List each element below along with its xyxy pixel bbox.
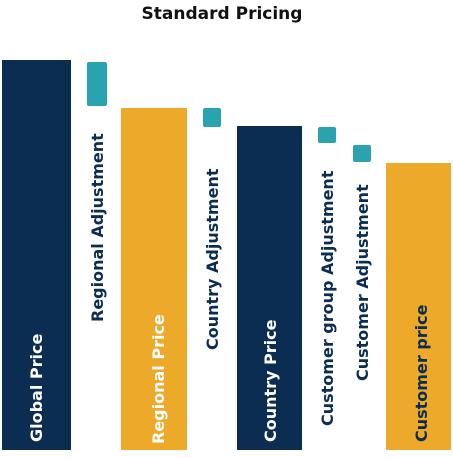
- global-price-bar: [2, 60, 71, 450]
- step-label: Country Adjustment: [203, 168, 222, 350]
- step-label: Customer group Adjustment: [318, 170, 337, 426]
- step-label: Regional Price: [149, 314, 168, 444]
- customer-adjustment-bar: [353, 145, 371, 162]
- country-adjustment-bar: [203, 108, 221, 127]
- regional-price-bar: [121, 108, 187, 450]
- country-price-bar: [237, 126, 302, 450]
- step-label: Customer Adjustment: [353, 184, 372, 381]
- step-label: Customer price: [412, 304, 431, 442]
- step-label: Regional Adjustment: [88, 133, 107, 322]
- regional-adjustment-bar: [87, 62, 107, 106]
- title: Standard Pricing: [142, 4, 303, 24]
- customer-price-bar: [386, 163, 451, 450]
- step-label: Global Price: [27, 334, 46, 443]
- step-label: Country Price: [261, 319, 280, 442]
- customer-group-adjustment-bar: [318, 127, 336, 143]
